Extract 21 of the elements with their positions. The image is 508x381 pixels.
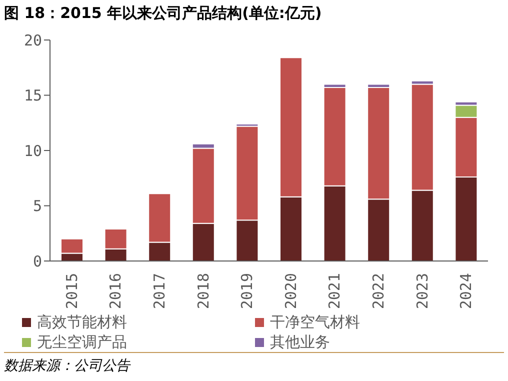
y-tick-label: 20	[24, 31, 42, 50]
y-tick-label: 0	[32, 252, 42, 270]
y-tick-label: 5	[32, 197, 42, 216]
y-tick-label: 10	[24, 142, 42, 160]
legend-label: 其他业务	[270, 333, 330, 352]
x-tick-label: 2021	[326, 273, 344, 310]
y-tick-label: 15	[24, 86, 42, 105]
x-tick-label: 2016	[106, 273, 125, 310]
x-tick-label: 2023	[413, 273, 432, 310]
x-tick-label: 2015	[62, 273, 81, 310]
chart-title: 图 18：2015 年以来公司产品结构(单位:亿元)	[4, 4, 322, 23]
source-note: 数据来源：公司公告	[4, 352, 504, 375]
x-tick-label: 2022	[370, 273, 388, 310]
x-tick-label: 2020	[282, 273, 300, 310]
x-tick-label: 2024	[457, 273, 476, 310]
legend-label: 高效节能材料	[37, 313, 127, 332]
x-tick-label: 2017	[150, 273, 168, 310]
legend-label: 无尘空调产品	[37, 333, 127, 352]
x-tick-label: 2019	[238, 273, 256, 310]
x-tick-label: 2018	[194, 273, 212, 310]
legend-label: 干净空气材料	[270, 313, 360, 332]
